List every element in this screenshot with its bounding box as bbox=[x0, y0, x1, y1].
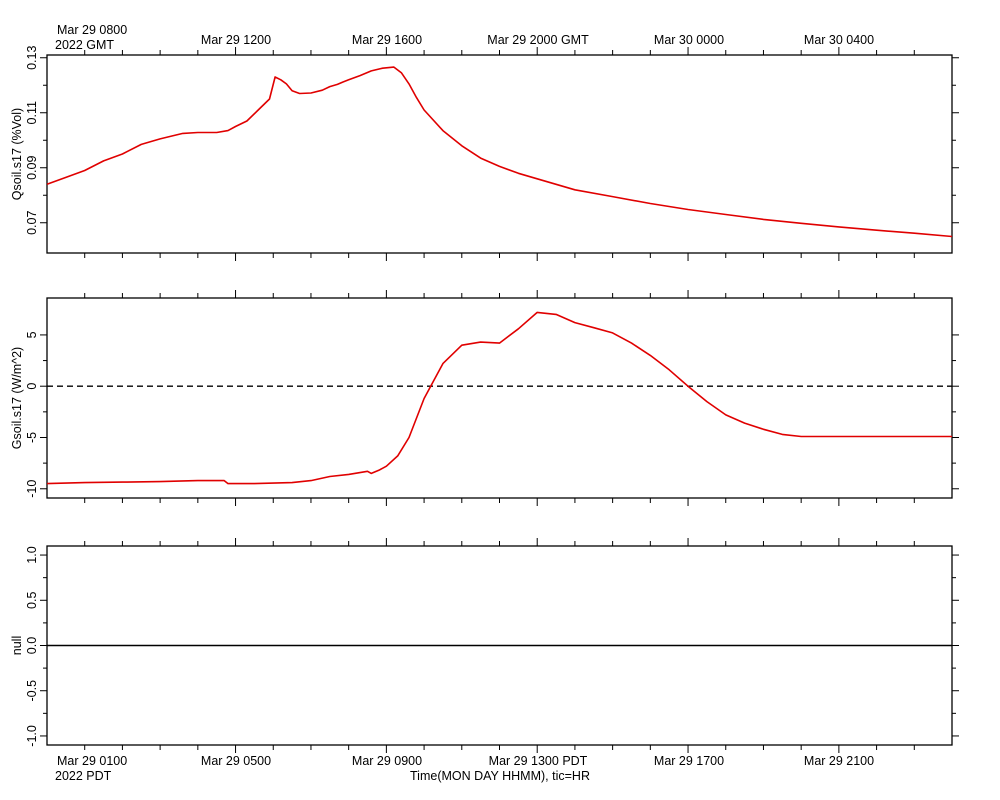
y-tick-label: 0.0 bbox=[25, 637, 39, 654]
y-tick-label: 0.07 bbox=[25, 211, 39, 235]
chart-panel-1: 0.07 0.09 0.11 0.13 Qsoil.s17 (%Vol) bbox=[10, 46, 959, 261]
x-axis-title: Time(MON DAY HHMM), tic=HR bbox=[410, 769, 590, 783]
y-tick-label: -5 bbox=[25, 432, 39, 443]
series-line bbox=[46, 311, 952, 485]
y-tick-label: -0.5 bbox=[25, 680, 39, 702]
y-axis-title: null bbox=[10, 636, 24, 655]
chart-panel-2: -10 -5 0 5 Gsoil.s17 (W/m^2) bbox=[10, 290, 959, 506]
top-axis-tick-label: Mar 29 1200 bbox=[201, 33, 271, 47]
y-tick-label: 0.13 bbox=[25, 46, 39, 70]
y-tick-label: -1.0 bbox=[25, 725, 39, 747]
y-axis-title: Gsoil.s17 (W/m^2) bbox=[10, 347, 24, 449]
bottom-axis-tick-label: Mar 29 0500 bbox=[201, 754, 271, 768]
bottom-axis-corner-label-line1: Mar 29 0100 bbox=[57, 754, 127, 768]
y-axis-title: Qsoil.s17 (%Vol) bbox=[10, 108, 24, 200]
bottom-axis-tick-label: Mar 29 2100 bbox=[804, 754, 874, 768]
y-tick-label: 0 bbox=[25, 383, 39, 390]
top-axis-tick-label: Mar 29 2000 GMT bbox=[487, 33, 589, 47]
top-axis-corner-label-line2: 2022 GMT bbox=[55, 38, 114, 52]
y-tick-label: 0.09 bbox=[25, 156, 39, 180]
y-tick-label: 5 bbox=[25, 331, 39, 338]
plot-frame bbox=[46, 54, 953, 254]
y-tick-label: 1.0 bbox=[25, 546, 39, 563]
bottom-axis-corner-label-line2: 2022 PDT bbox=[55, 769, 112, 783]
plot-frame bbox=[46, 297, 953, 499]
y-tick-label: 0.11 bbox=[25, 101, 39, 124]
top-axis-tick-label: Mar 30 0400 bbox=[804, 33, 874, 47]
bottom-axis-tick-label: Mar 29 0900 bbox=[352, 754, 422, 768]
y-tick-label: 0.5 bbox=[25, 592, 39, 609]
series-line bbox=[46, 66, 953, 238]
bottom-axis-tick-label: Mar 29 1300 PDT bbox=[489, 754, 588, 768]
y-tick-label: -10 bbox=[25, 480, 39, 498]
top-axis-corner-label-line1: Mar 29 0800 bbox=[57, 23, 127, 37]
top-axis-tick-label: Mar 29 1600 bbox=[352, 33, 422, 47]
bottom-axis-tick-label: Mar 29 1700 bbox=[654, 754, 724, 768]
chart-panel-3: -1.0 -0.5 0.0 0.5 1.0 null bbox=[10, 538, 959, 753]
top-axis-tick-label: Mar 30 0000 bbox=[654, 33, 724, 47]
